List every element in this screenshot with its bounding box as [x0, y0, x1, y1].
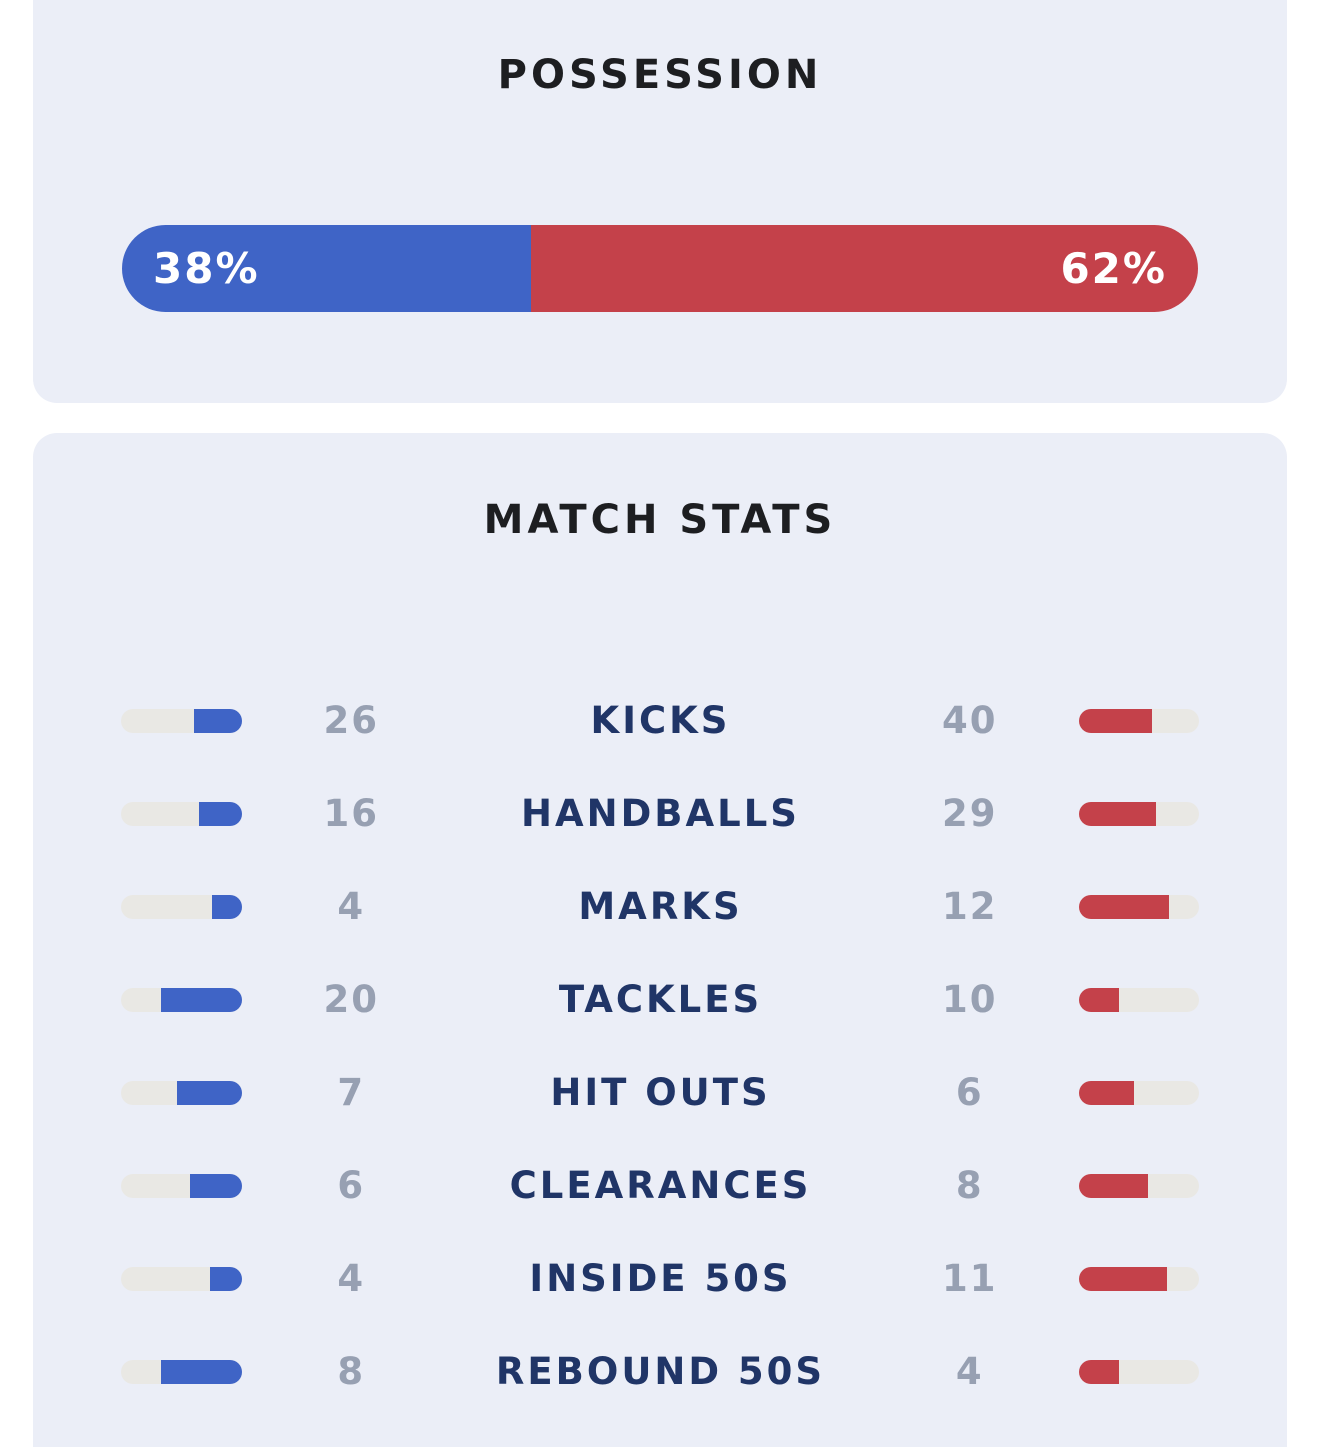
possession-away-value: 62%	[1060, 244, 1167, 293]
away-stat-bar-fill	[1079, 1266, 1167, 1291]
away-stat-value: 11	[942, 1257, 998, 1300]
home-stat-bar	[121, 894, 242, 919]
home-stat-bar-fill	[194, 708, 242, 733]
home-stat-value: 6	[337, 1164, 366, 1207]
away-stat-bar-fill	[1079, 1173, 1148, 1198]
home-stat-bar	[121, 1266, 242, 1291]
away-stat-value: 10	[942, 978, 998, 1021]
away-stat-value: 6	[955, 1071, 984, 1114]
stat-row: 20 TACKLES 10	[33, 953, 1287, 1046]
stat-label: MARKS	[578, 885, 743, 928]
stat-label: HANDBALLS	[521, 792, 800, 835]
home-stat-bar-fill	[211, 894, 242, 919]
home-stat-value: 20	[323, 978, 379, 1021]
possession-card: POSSESSION 38% 62%	[33, 0, 1287, 403]
away-stat-bar	[1079, 1173, 1199, 1198]
away-stat-bar	[1079, 708, 1199, 733]
stat-label: TACKLES	[558, 978, 763, 1021]
home-stat-bar	[121, 708, 242, 733]
home-stat-value: 4	[337, 1257, 366, 1300]
stat-row: 4 MARKS 12	[33, 860, 1287, 953]
home-stat-bar	[121, 1080, 242, 1105]
away-stat-bar-fill	[1079, 708, 1152, 733]
match-stats-rows: 26 KICKS 40 16 HANDBALLS 29 4 MARKS 12 2…	[33, 674, 1287, 1418]
match-stats-card: MATCH STATS 26 KICKS 40 16 HANDBALLS 29 …	[33, 433, 1287, 1447]
stat-label: REBOUND 50S	[495, 1350, 826, 1393]
away-stat-value: 8	[955, 1164, 984, 1207]
stat-label: INSIDE 50S	[529, 1257, 792, 1300]
away-stat-bar	[1079, 987, 1199, 1012]
stat-row: 7 HIT OUTS 6	[33, 1046, 1287, 1139]
stat-label: HIT OUTS	[550, 1071, 771, 1114]
away-stat-value: 29	[942, 792, 998, 835]
home-stat-bar-fill	[209, 1266, 242, 1291]
home-stat-bar	[121, 1359, 242, 1384]
away-stat-bar-fill	[1079, 1080, 1135, 1105]
home-stat-value: 8	[337, 1350, 366, 1393]
home-stat-value: 26	[323, 699, 379, 742]
stat-row: 4 INSIDE 50S 11	[33, 1232, 1287, 1325]
home-stat-bar-fill	[190, 1173, 242, 1198]
possession-away-segment: 62%	[530, 225, 1198, 312]
home-stat-bar-fill	[176, 1080, 242, 1105]
stat-row: 8 REBOUND 50S 4	[33, 1325, 1287, 1418]
stat-row: 6 CLEARANCES 8	[33, 1139, 1287, 1232]
away-stat-bar	[1079, 1266, 1199, 1291]
home-stat-bar-fill	[161, 1359, 242, 1384]
stat-label: KICKS	[590, 699, 731, 742]
home-stat-bar	[121, 987, 242, 1012]
home-stat-bar-fill	[198, 801, 242, 826]
home-stat-bar	[121, 1173, 242, 1198]
away-stat-bar-fill	[1079, 894, 1169, 919]
away-stat-bar	[1079, 1359, 1199, 1384]
away-stat-value: 12	[942, 885, 998, 928]
away-stat-bar-fill	[1079, 987, 1119, 1012]
home-stat-bar	[121, 801, 242, 826]
possession-bar: 38% 62%	[122, 225, 1198, 312]
stat-row: 16 HANDBALLS 29	[33, 767, 1287, 860]
possession-title: POSSESSION	[497, 52, 823, 98]
stat-label: CLEARANCES	[509, 1164, 812, 1207]
away-stat-bar	[1079, 1080, 1199, 1105]
stat-row: 26 KICKS 40	[33, 674, 1287, 767]
home-stat-value: 4	[337, 885, 366, 928]
home-stat-value: 7	[337, 1071, 366, 1114]
home-stat-value: 16	[323, 792, 379, 835]
home-stat-bar-fill	[161, 987, 242, 1012]
away-stat-bar-fill	[1079, 801, 1157, 826]
away-stat-bar	[1079, 801, 1199, 826]
away-stat-bar-fill	[1079, 1359, 1119, 1384]
away-stat-bar	[1079, 894, 1199, 919]
possession-home-value: 38%	[153, 244, 260, 293]
away-stat-value: 4	[955, 1350, 984, 1393]
match-stats-title: MATCH STATS	[483, 497, 837, 543]
possession-home-segment: 38%	[122, 225, 531, 312]
away-stat-value: 40	[942, 699, 998, 742]
